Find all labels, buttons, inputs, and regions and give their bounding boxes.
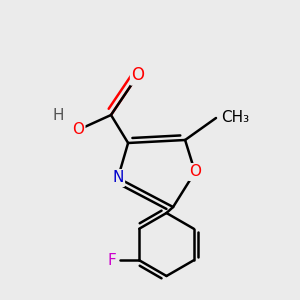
Text: F: F: [108, 253, 117, 268]
Text: O: O: [131, 66, 145, 84]
Text: H: H: [53, 107, 64, 122]
Text: O: O: [72, 122, 84, 137]
Text: O: O: [189, 164, 201, 179]
Text: CH₃: CH₃: [221, 110, 250, 125]
Text: N: N: [112, 170, 124, 185]
